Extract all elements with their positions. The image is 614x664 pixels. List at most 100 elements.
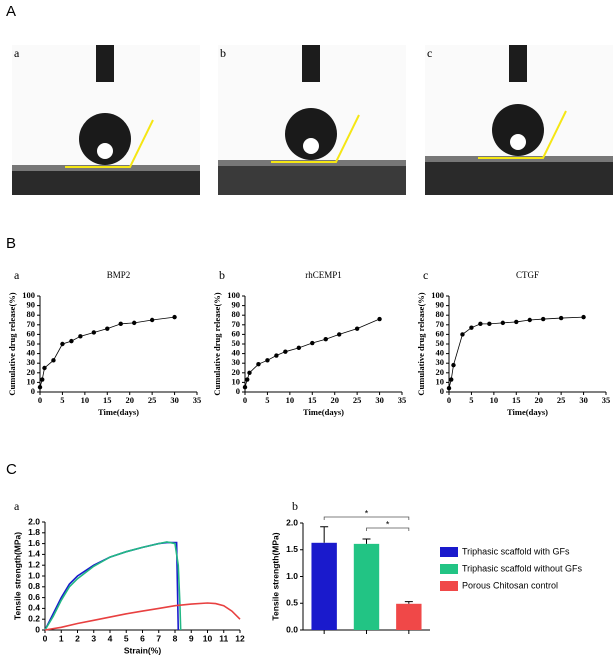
significance-mark: * — [365, 508, 369, 518]
x-tick-label: 8 — [173, 633, 178, 643]
x-tick-label: 30 — [579, 395, 588, 405]
droplet-highlight — [97, 143, 113, 159]
y-tick-label: 2.0 — [28, 516, 40, 526]
y-tick-label: 1.6 — [28, 538, 40, 548]
bar — [396, 603, 422, 630]
x-tick-label: 30 — [170, 395, 179, 405]
panel-label: b — [219, 268, 225, 282]
x-tick-label: 15 — [103, 395, 112, 405]
y-tick-label: 50 — [27, 338, 36, 348]
series-line — [44, 541, 182, 631]
panel-label: c — [423, 268, 428, 282]
x-tick-label: 25 — [353, 395, 362, 405]
significance-bracket — [323, 516, 410, 520]
legend-label: Porous Chitosan control — [462, 580, 558, 590]
y-tick-label: 80 — [232, 309, 241, 319]
x-axis-label: Time(days) — [507, 407, 548, 417]
x-tick-label: 5 — [265, 395, 269, 405]
droplet — [285, 108, 337, 160]
y-tick-label: 0 — [35, 624, 40, 634]
y-tick-label: 1.4 — [28, 549, 40, 559]
data-point — [78, 334, 83, 339]
y-tick-label: 0.5 — [286, 598, 298, 608]
data-point — [541, 316, 546, 322]
data-point — [296, 345, 302, 351]
y-tick-label: 20 — [27, 367, 36, 377]
data-point — [245, 377, 250, 382]
y-tick-label: 100 — [227, 290, 240, 300]
legend-label: Triphasic scaffold without GFs — [462, 563, 583, 573]
y-tick-label: 20 — [436, 367, 445, 377]
data-point — [514, 319, 519, 325]
legend-swatch — [440, 547, 458, 557]
data-point — [132, 320, 137, 326]
y-tick-label: 50 — [232, 338, 241, 348]
data-point — [337, 332, 342, 337]
y-tick-label: 1.5 — [286, 544, 298, 554]
y-tick-label: 90 — [232, 300, 241, 310]
x-axis-label: Time(days) — [98, 407, 139, 417]
legend-label: Triphasic scaffold with GFs — [462, 546, 570, 556]
panel-label: a — [14, 268, 20, 282]
legend-swatch — [440, 564, 458, 574]
y-tick-label: 40 — [436, 348, 445, 358]
series-line — [244, 318, 380, 388]
error-bar — [320, 526, 329, 543]
x-tick-label: 4 — [108, 633, 113, 643]
y-tick-label: 30 — [27, 357, 36, 367]
data-point — [69, 338, 74, 344]
x-tick-label: 15 — [512, 395, 521, 405]
x-tick-label: 0 — [43, 633, 48, 643]
data-point — [149, 317, 155, 323]
data-point — [91, 330, 97, 335]
y-tick-label: 10 — [436, 376, 445, 386]
y-tick-label: 80 — [436, 309, 445, 319]
droplet — [492, 104, 544, 156]
y-tick-label: 80 — [27, 309, 36, 319]
x-tick-label: 3 — [91, 633, 96, 643]
x-tick-label: 9 — [189, 633, 194, 643]
data-point — [478, 321, 483, 327]
y-tick-label: 0.4 — [28, 603, 40, 613]
y-tick-label: 0.6 — [28, 592, 40, 602]
significance-mark: * — [386, 519, 390, 529]
x-tick-label: 20 — [125, 395, 134, 405]
data-point — [60, 341, 65, 347]
y-axis-label: Tensile strength(MPa) — [270, 532, 280, 620]
data-point — [42, 365, 47, 371]
x-tick-label: 0 — [447, 395, 451, 405]
y-tick-label: 1.2 — [28, 559, 40, 569]
y-tick-label: 90 — [27, 300, 36, 310]
data-point — [51, 358, 56, 363]
x-tick-label: 5 — [60, 395, 64, 405]
data-point — [37, 385, 43, 390]
x-tick-label: 15 — [308, 395, 317, 405]
chart-title: CTGF — [516, 270, 539, 280]
section-label: A — [6, 3, 16, 20]
x-tick-label: 11 — [219, 633, 228, 643]
data-point — [265, 358, 270, 363]
bar — [353, 543, 380, 630]
x-tick-label: 35 — [602, 395, 611, 405]
droplet — [79, 113, 131, 165]
y-tick-label: 20 — [232, 367, 241, 377]
x-axis-label: Time(days) — [303, 407, 344, 417]
data-point — [323, 337, 328, 342]
contact-angle-line — [65, 119, 154, 168]
y-axis-label: Cumulative drug release(%) — [416, 292, 426, 395]
contact-angle-line — [478, 110, 567, 159]
y-tick-label: 10 — [27, 376, 36, 386]
y-tick-label: 1.8 — [28, 527, 40, 537]
data-point — [377, 316, 382, 322]
data-point — [242, 385, 248, 390]
photo-label: b — [220, 46, 226, 60]
legend-swatch — [440, 581, 458, 591]
data-point — [40, 377, 45, 382]
x-tick-label: 10 — [490, 395, 499, 405]
x-tick-label: 25 — [148, 395, 157, 405]
y-tick-label: 1.0 — [28, 570, 40, 580]
data-point — [256, 361, 261, 367]
data-point — [581, 314, 586, 320]
significance-bracket — [366, 527, 410, 531]
